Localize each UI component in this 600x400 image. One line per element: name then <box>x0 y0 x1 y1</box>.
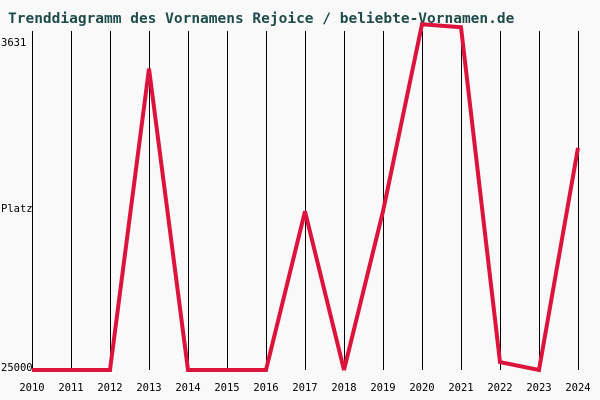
x-tick-2023: 2023 <box>526 382 551 394</box>
x-tick-2022: 2022 <box>487 382 512 394</box>
x-tick-2021: 2021 <box>448 382 473 394</box>
x-tick-2010: 2010 <box>19 382 44 394</box>
y-tick-top: 3631 <box>1 37 26 49</box>
y-tick-bottom: 25000 <box>1 362 33 374</box>
series-lines <box>31 22 580 373</box>
x-tick-2013: 2013 <box>136 382 161 394</box>
y-axis-label: Platz <box>1 203 33 215</box>
x-tick-2011: 2011 <box>58 382 83 394</box>
x-tick-2024: 2024 <box>565 382 590 394</box>
x-tick-2015: 2015 <box>214 382 239 394</box>
x-tick-2020: 2020 <box>409 382 434 394</box>
x-tick-2017: 2017 <box>292 382 317 394</box>
x-tick-labels: 2010 2011 2012 2013 2014 2015 2016 2017 2018 2019… <box>19 382 590 394</box>
x-tick-2016: 2016 <box>253 382 278 394</box>
x-tick-2014: 2014 <box>175 382 200 394</box>
chart-title: Trenddiagramm des Vornamens Rejoice / be… <box>8 11 515 27</box>
x-tick-2018: 2018 <box>331 382 356 394</box>
x-tick-2012: 2012 <box>97 382 122 394</box>
x-tick-2019: 2019 <box>370 382 395 394</box>
